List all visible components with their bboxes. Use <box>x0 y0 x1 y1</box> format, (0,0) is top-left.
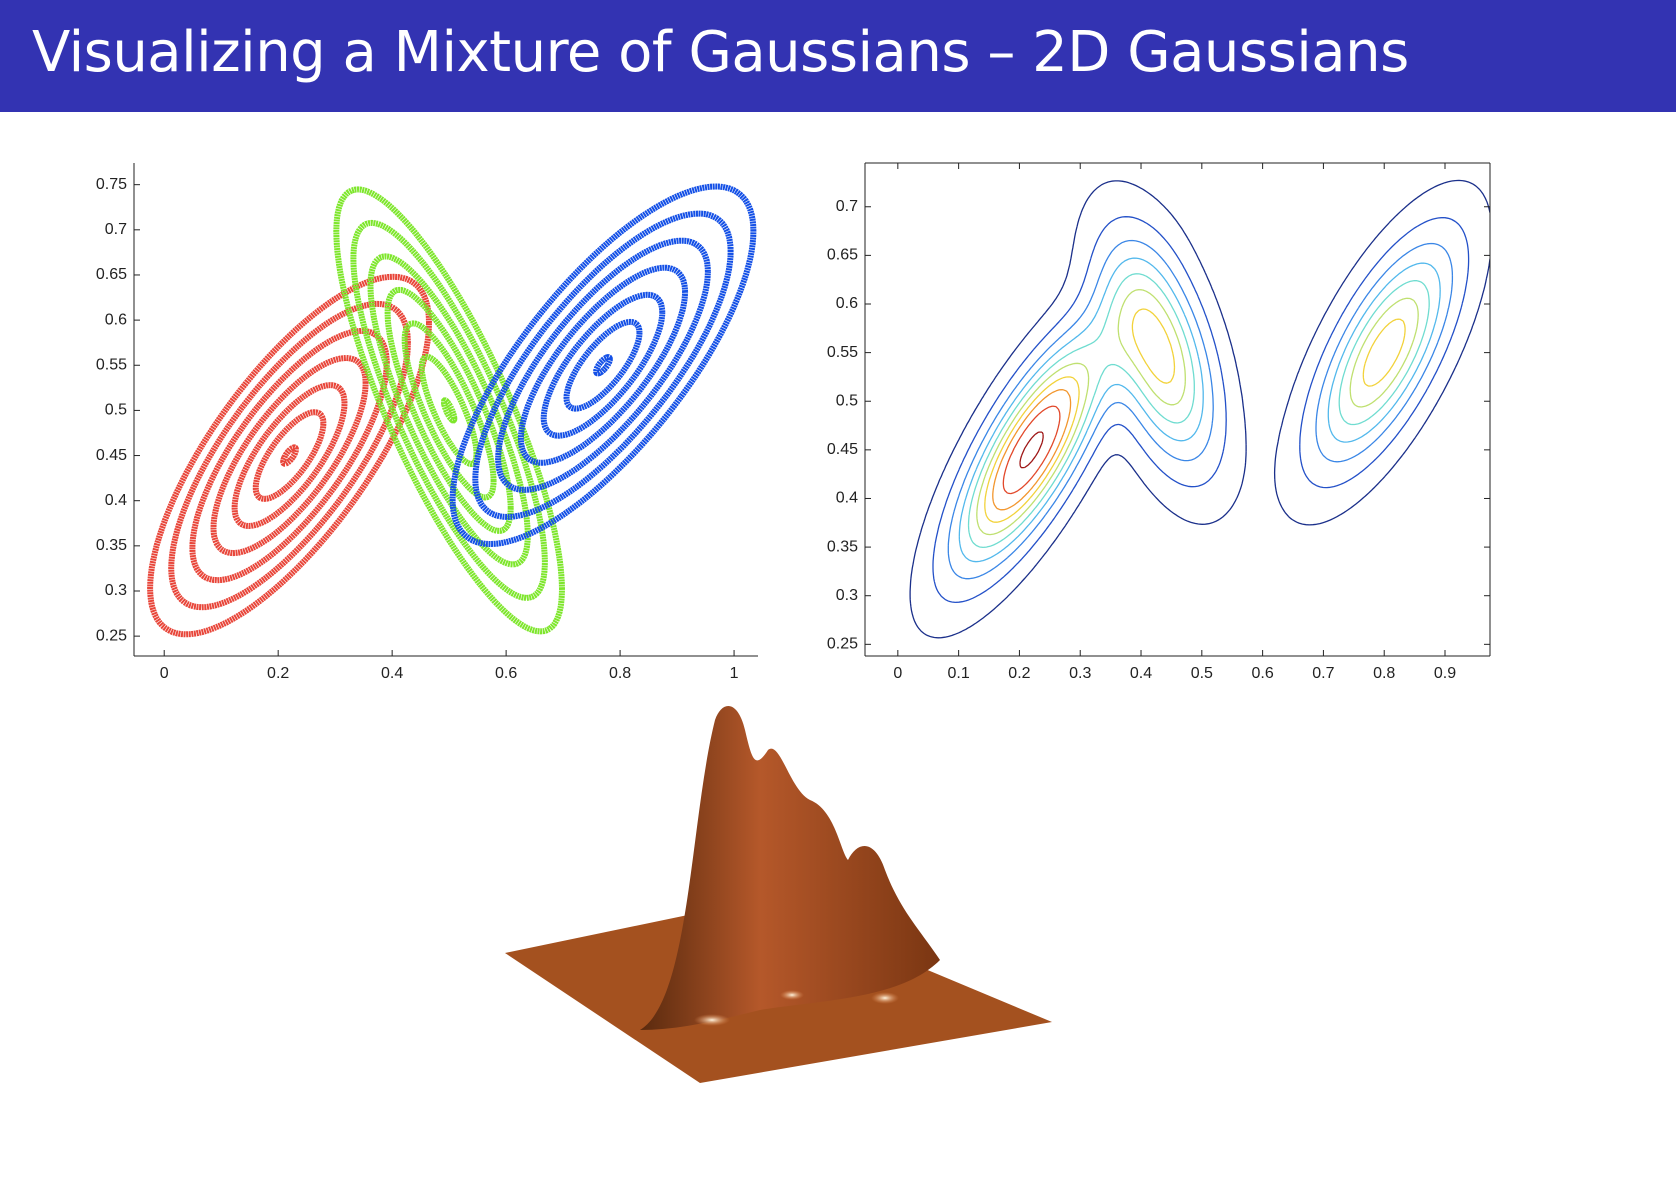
contour <box>210 354 369 557</box>
x-tick-label: 0.2 <box>267 665 289 682</box>
contour <box>540 291 666 439</box>
contour <box>401 320 497 501</box>
highlight <box>780 990 804 1000</box>
contour <box>976 288 1419 536</box>
x-tick-label: 0.2 <box>1008 665 1030 682</box>
x-tick-label: 0.4 <box>1130 665 1152 682</box>
y-tick-label: 0.65 <box>827 247 858 264</box>
contour <box>992 389 1072 511</box>
y-tick-label: 0.45 <box>827 441 858 458</box>
contour <box>441 397 458 424</box>
y-tick-label: 0.3 <box>836 587 858 604</box>
y-tick-label: 0.35 <box>827 538 858 555</box>
x-tick-label: 0.3 <box>1069 665 1091 682</box>
y-tick-label: 0.3 <box>105 582 127 599</box>
y-tick-label: 0.6 <box>105 311 127 328</box>
y-tick-label: 0.4 <box>836 490 858 507</box>
x-tick-label: 0.8 <box>1373 665 1395 682</box>
contour <box>350 219 548 601</box>
highlight <box>871 992 899 1004</box>
surface-peaks <box>640 706 940 1030</box>
y-tick-label: 0.35 <box>96 537 127 554</box>
x-tick-label: 0.1 <box>948 665 970 682</box>
contour <box>517 264 689 466</box>
y-tick-label: 0.65 <box>96 266 127 283</box>
y-tick-label: 0.7 <box>836 198 858 215</box>
contour <box>932 216 1470 604</box>
contour <box>252 409 327 502</box>
slide-title: Visualizing a Mixture of Gaussians – 2D … <box>32 20 1409 85</box>
surface-3d <box>505 706 1052 1083</box>
contour <box>189 327 390 584</box>
plot-area <box>909 179 1490 639</box>
contour <box>593 354 613 377</box>
x-tick-label: 0.5 <box>1191 665 1213 682</box>
title-bar: Visualizing a Mixture of Gaussians – 2D … <box>0 0 1676 112</box>
contour <box>563 318 643 412</box>
contour <box>967 273 1430 549</box>
y-tick-label: 0.7 <box>105 221 127 238</box>
contour <box>384 286 514 534</box>
contour <box>280 444 299 467</box>
x-tick-label: 0.4 <box>381 665 403 682</box>
contour <box>495 237 711 493</box>
y-tick-label: 0.5 <box>105 402 127 419</box>
x-tick-label: 0.8 <box>609 665 631 682</box>
y-tick-label: 0.25 <box>96 627 127 644</box>
y-tick-label: 0.4 <box>105 492 127 509</box>
y-tick-label: 0.55 <box>96 356 127 373</box>
x-tick-label: 0.6 <box>1251 665 1273 682</box>
contour <box>1019 431 1044 469</box>
y-tick-label: 0.55 <box>827 344 858 361</box>
contour <box>367 253 531 568</box>
y-tick-label: 0.45 <box>96 447 127 464</box>
y-tick-label: 0.6 <box>836 295 858 312</box>
x-tick-label: 1 <box>730 665 739 682</box>
contour <box>958 257 1441 563</box>
plot-area <box>147 183 757 638</box>
x-tick-label: 0 <box>893 665 902 682</box>
contour <box>984 308 1406 523</box>
contour <box>449 183 757 548</box>
x-tick-label: 0 <box>160 665 169 682</box>
x-tick-label: 0.9 <box>1434 665 1456 682</box>
x-tick-label: 0.6 <box>495 665 517 682</box>
contour <box>1002 405 1061 495</box>
contour <box>947 239 1454 580</box>
x-tick-label: 0.7 <box>1312 665 1334 682</box>
contour <box>147 273 432 638</box>
contour <box>909 179 1490 639</box>
y-tick-label: 0.75 <box>96 176 127 193</box>
contour <box>418 353 480 468</box>
contour <box>472 210 734 520</box>
contour <box>231 382 348 530</box>
y-tick-label: 0.5 <box>836 392 858 409</box>
y-tick-label: 0.25 <box>827 636 858 653</box>
highlight <box>694 1014 730 1026</box>
